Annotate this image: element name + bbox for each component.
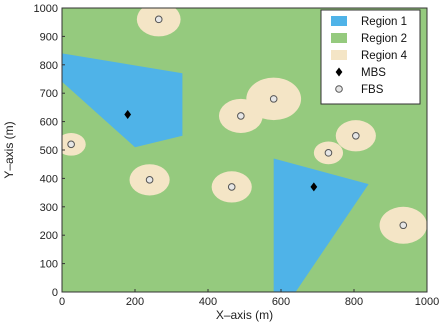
- fbs-marker-1: [154, 15, 163, 24]
- legend-fbs-marker: [335, 85, 343, 93]
- region1-polygon-2: [273, 158, 369, 292]
- y-tick-label-4: 300: [40, 202, 58, 214]
- mbs-marker-1: [124, 110, 132, 119]
- y-tick-label-3: 200: [40, 230, 58, 242]
- fbs-marker-6: [227, 183, 236, 191]
- x-axis-label: X–axis (m): [216, 308, 273, 322]
- x-tick-label-4: 600: [272, 296, 290, 308]
- legend-label-mbs: MBS: [361, 67, 386, 79]
- fbs-marker-8: [352, 132, 360, 140]
- mbs-marker-2: [310, 182, 318, 192]
- y-tick-label-11: 1000: [34, 3, 58, 15]
- legend-label-fbs: FBS: [361, 84, 384, 96]
- fbs-marker-9: [399, 221, 408, 230]
- x-tick-label-3: 400: [199, 296, 217, 308]
- y-tick-label-1: 0: [52, 287, 58, 299]
- x-tick-label-6: 1000: [415, 296, 439, 308]
- y-axis-label: Y–axis (m): [2, 121, 16, 178]
- x-tick-label-5: 800: [345, 296, 363, 308]
- fbs-marker-2: [67, 140, 75, 149]
- y-tick-label-9: 800: [40, 60, 58, 72]
- legend-mbs-marker: [335, 67, 343, 77]
- fbs-marker-5: [269, 95, 278, 103]
- x-axis: 0 200 400 600 800 1000: [59, 289, 439, 308]
- y-tick-label-10: 900: [40, 31, 58, 43]
- legend-label-region1: Region 1: [361, 16, 407, 28]
- y-tick-label-2: 100: [40, 259, 58, 271]
- fbs-marker-4: [237, 112, 245, 120]
- x-tick-label-1: 0: [59, 296, 65, 308]
- y-tick-label-5: 400: [40, 173, 58, 185]
- region1-polygon-1: [62, 53, 183, 148]
- y-tick-label-7: 600: [40, 117, 58, 129]
- fbs-marker-3: [145, 176, 154, 184]
- legend-swatch-region1: [331, 16, 347, 26]
- legend-swatch-region2: [331, 33, 347, 43]
- y-tick-label-6: 500: [40, 145, 58, 157]
- y-axis: 0 100 200 300 400 500 600 700 800 900 1000: [34, 3, 65, 299]
- legend-swatch-region4: [331, 50, 347, 60]
- y-tick-label-8: 700: [40, 88, 58, 100]
- fbs-marker-7: [324, 149, 333, 157]
- legend-label-region2: Region 2: [361, 33, 407, 45]
- legend: Region 1 Region 2 Region 4 MBS FBS: [320, 9, 421, 105]
- legend-label-region4: Region 4: [361, 50, 408, 62]
- x-tick-label-2: 200: [126, 296, 144, 308]
- plot-area: [62, 8, 427, 292]
